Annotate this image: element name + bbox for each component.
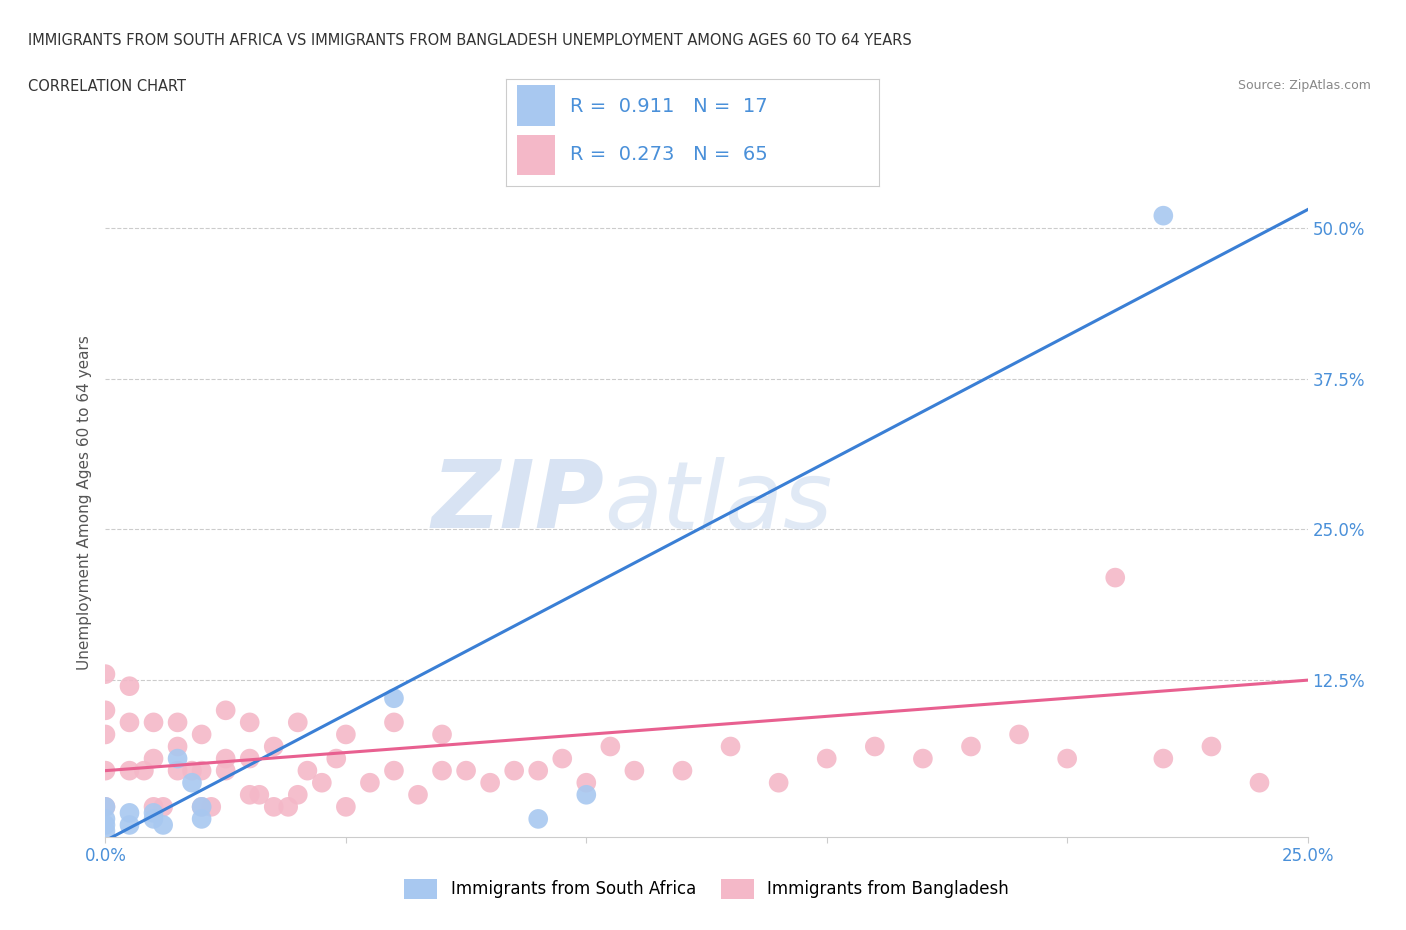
Text: atlas: atlas bbox=[605, 457, 832, 548]
Point bbox=[503, 764, 526, 778]
Point bbox=[1152, 751, 1174, 766]
Point bbox=[263, 800, 285, 815]
Point bbox=[335, 727, 357, 742]
Point bbox=[200, 800, 222, 815]
Point bbox=[94, 800, 117, 815]
Point bbox=[181, 776, 204, 790]
Point bbox=[430, 727, 453, 742]
Point bbox=[1201, 739, 1223, 754]
Point bbox=[1056, 751, 1078, 766]
Point bbox=[118, 764, 141, 778]
Point bbox=[214, 764, 236, 778]
Point bbox=[720, 739, 742, 754]
Point bbox=[190, 800, 212, 815]
Point bbox=[863, 739, 886, 754]
Legend: Immigrants from South Africa, Immigrants from Bangladesh: Immigrants from South Africa, Immigrants… bbox=[396, 872, 1017, 906]
Point bbox=[142, 751, 165, 766]
Point bbox=[325, 751, 347, 766]
Point bbox=[118, 817, 141, 832]
Point bbox=[1152, 208, 1174, 223]
Point bbox=[263, 739, 285, 754]
Point bbox=[311, 776, 333, 790]
Point bbox=[152, 800, 174, 815]
Bar bbox=[517, 135, 554, 175]
Text: CORRELATION CHART: CORRELATION CHART bbox=[28, 79, 186, 94]
Point bbox=[239, 715, 262, 730]
Point bbox=[551, 751, 574, 766]
Point bbox=[911, 751, 934, 766]
Text: R =  0.273   N =  65: R = 0.273 N = 65 bbox=[569, 145, 768, 164]
Point bbox=[142, 715, 165, 730]
Point bbox=[247, 788, 270, 803]
Point bbox=[94, 812, 117, 827]
Point bbox=[287, 715, 309, 730]
Point bbox=[575, 776, 598, 790]
Point bbox=[454, 764, 477, 778]
Point bbox=[1104, 570, 1126, 585]
Point bbox=[214, 751, 236, 766]
Point bbox=[479, 776, 502, 790]
Point bbox=[287, 788, 309, 803]
Point bbox=[430, 764, 453, 778]
Point bbox=[118, 679, 141, 694]
Point bbox=[527, 764, 550, 778]
Point bbox=[132, 764, 155, 778]
Point bbox=[768, 776, 790, 790]
Point bbox=[960, 739, 983, 754]
Point bbox=[623, 764, 645, 778]
Point bbox=[214, 703, 236, 718]
Point bbox=[277, 800, 299, 815]
Point bbox=[239, 788, 262, 803]
Point bbox=[671, 764, 693, 778]
Point bbox=[94, 764, 117, 778]
Point bbox=[190, 764, 212, 778]
Point bbox=[297, 764, 319, 778]
Text: R =  0.911   N =  17: R = 0.911 N = 17 bbox=[569, 97, 768, 116]
Point bbox=[527, 812, 550, 827]
Point bbox=[190, 812, 212, 827]
Point bbox=[1249, 776, 1271, 790]
Point bbox=[1008, 727, 1031, 742]
Text: Source: ZipAtlas.com: Source: ZipAtlas.com bbox=[1237, 79, 1371, 92]
Point bbox=[239, 751, 262, 766]
Point bbox=[142, 812, 165, 827]
Point bbox=[190, 800, 212, 815]
Point bbox=[94, 703, 117, 718]
Point bbox=[181, 764, 204, 778]
Point bbox=[575, 788, 598, 803]
Point bbox=[166, 715, 188, 730]
Point bbox=[94, 727, 117, 742]
Point bbox=[118, 715, 141, 730]
Y-axis label: Unemployment Among Ages 60 to 64 years: Unemployment Among Ages 60 to 64 years bbox=[76, 335, 91, 670]
Bar bbox=[517, 86, 554, 126]
Point bbox=[406, 788, 429, 803]
Point bbox=[94, 800, 117, 815]
Point bbox=[359, 776, 381, 790]
Point bbox=[94, 817, 117, 832]
Point bbox=[815, 751, 838, 766]
Text: ZIP: ZIP bbox=[432, 457, 605, 548]
Point bbox=[152, 817, 174, 832]
Point bbox=[599, 739, 621, 754]
Point bbox=[118, 805, 141, 820]
Point bbox=[94, 824, 117, 839]
Text: IMMIGRANTS FROM SOUTH AFRICA VS IMMIGRANTS FROM BANGLADESH UNEMPLOYMENT AMONG AG: IMMIGRANTS FROM SOUTH AFRICA VS IMMIGRAN… bbox=[28, 33, 912, 47]
Point bbox=[166, 764, 188, 778]
Point bbox=[382, 764, 405, 778]
Point bbox=[382, 715, 405, 730]
Point bbox=[166, 739, 188, 754]
Point bbox=[94, 667, 117, 682]
Point bbox=[335, 800, 357, 815]
Point bbox=[190, 727, 212, 742]
Point bbox=[142, 800, 165, 815]
Point bbox=[166, 751, 188, 766]
Point bbox=[142, 805, 165, 820]
Point bbox=[382, 691, 405, 706]
